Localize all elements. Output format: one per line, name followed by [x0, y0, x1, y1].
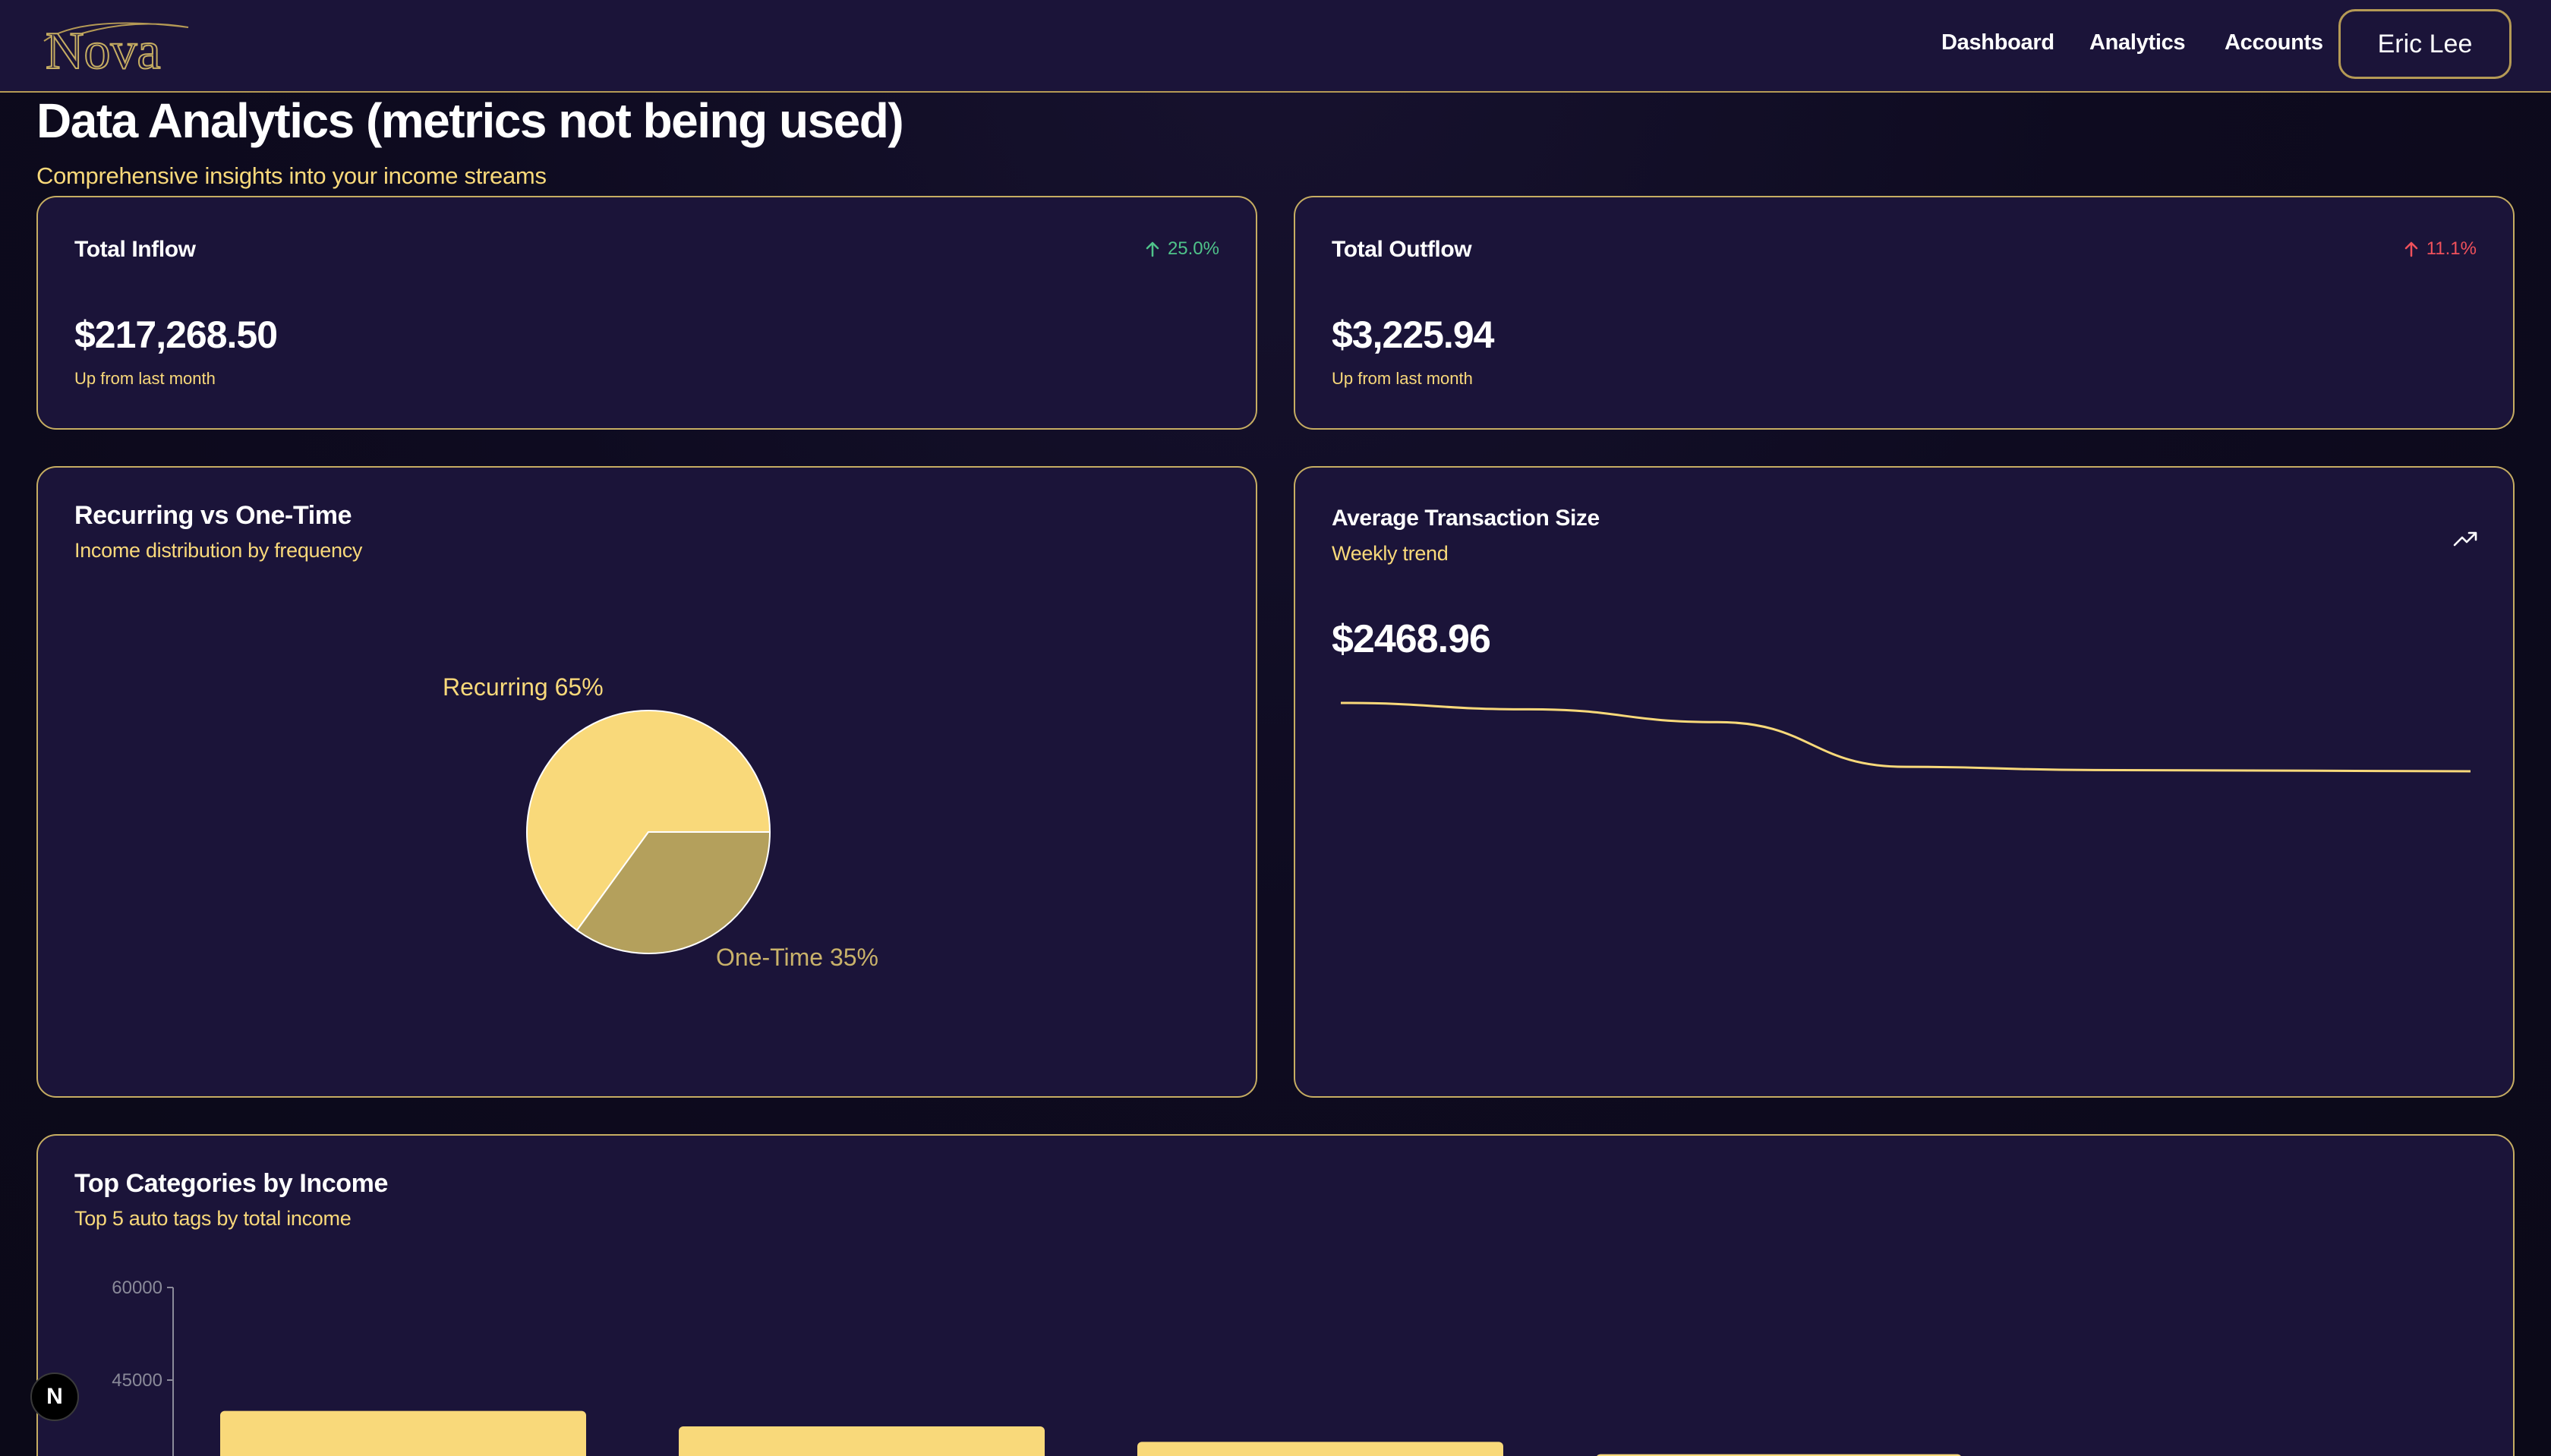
pie-slice-recurring — [526, 710, 771, 931]
pie-label-onetime: One-Time 35% — [716, 944, 878, 971]
outflow-note: Up from last month — [1332, 369, 1473, 388]
category-bar-chart: 60000 45000 — [112, 1278, 1961, 1456]
floating-app-badge[interactable]: N — [30, 1372, 79, 1421]
inflow-change: 25.0% — [1145, 238, 1219, 260]
page-subtitle: Comprehensive insights into your income … — [36, 162, 547, 189]
logo-text: Nova — [46, 22, 161, 80]
arrow-up-icon — [2404, 241, 2417, 257]
outflow-value: $3,225.94 — [1332, 314, 1494, 356]
category-bar — [220, 1410, 586, 1456]
user-menu-button[interactable]: Eric Lee — [2338, 9, 2512, 79]
pie-card-subtitle: Income distribution by frequency — [74, 539, 363, 562]
outflow-change: 11.1% — [2404, 238, 2477, 260]
inflow-change-value: 25.0% — [1167, 238, 1219, 259]
recurring-vs-onetime-card: Recurring vs One-Time Income distributio… — [36, 466, 1257, 1098]
inflow-value: $217,268.50 — [74, 314, 278, 356]
category-bar — [679, 1426, 1045, 1456]
pie-slice-one-time — [575, 831, 771, 954]
outflow-title: Total Outflow — [1332, 237, 1472, 262]
page-title: Data Analytics (metrics not being used) — [36, 93, 904, 148]
avg-card-title: Average Transaction Size — [1332, 506, 1600, 531]
bar-card-subtitle: Top 5 auto tags by total income — [74, 1207, 352, 1230]
top-categories-card: Top Categories by Income Top 5 auto tags… — [36, 1134, 2515, 1456]
total-outflow-card: Total Outflow 11.1% $3,225.94 Up from la… — [1294, 196, 2515, 430]
top-navbar: Nova Dashboard Analytics Accounts Eric L… — [0, 0, 2551, 93]
avg-value: $2468.96 — [1332, 617, 1491, 661]
nav-link-accounts[interactable]: Accounts — [2225, 30, 2323, 55]
category-bar — [1597, 1454, 1961, 1456]
arrow-up-icon — [1146, 241, 1159, 257]
bar-card-title: Top Categories by Income — [74, 1169, 388, 1198]
average-line-chart — [1340, 701, 2471, 773]
inflow-note: Up from last month — [74, 369, 216, 388]
pie-label-recurring: Recurring 65% — [443, 673, 604, 701]
category-bar — [1137, 1442, 1503, 1456]
inflow-title: Total Inflow — [74, 237, 196, 262]
average-trend-line — [1340, 701, 2471, 773]
average-transaction-card: Average Transaction Size Weekly trend $2… — [1294, 466, 2515, 1098]
nova-logo[interactable]: Nova — [36, 11, 196, 80]
y-tick-label: 60000 — [112, 1278, 162, 1298]
pie-card-title: Recurring vs One-Time — [74, 501, 352, 530]
pie-chart: Recurring 65% One-Time 35% — [443, 673, 878, 971]
outflow-change-value: 11.1% — [2426, 238, 2477, 259]
nav-link-analytics[interactable]: Analytics — [2089, 30, 2186, 55]
nav-link-dashboard[interactable]: Dashboard — [1941, 30, 2054, 55]
avg-card-subtitle: Weekly trend — [1332, 542, 1449, 565]
y-tick-label: 45000 — [112, 1370, 162, 1391]
trending-up-icon — [2453, 531, 2477, 547]
total-inflow-card: Total Inflow 25.0% $217,268.50 Up from l… — [36, 196, 1257, 430]
